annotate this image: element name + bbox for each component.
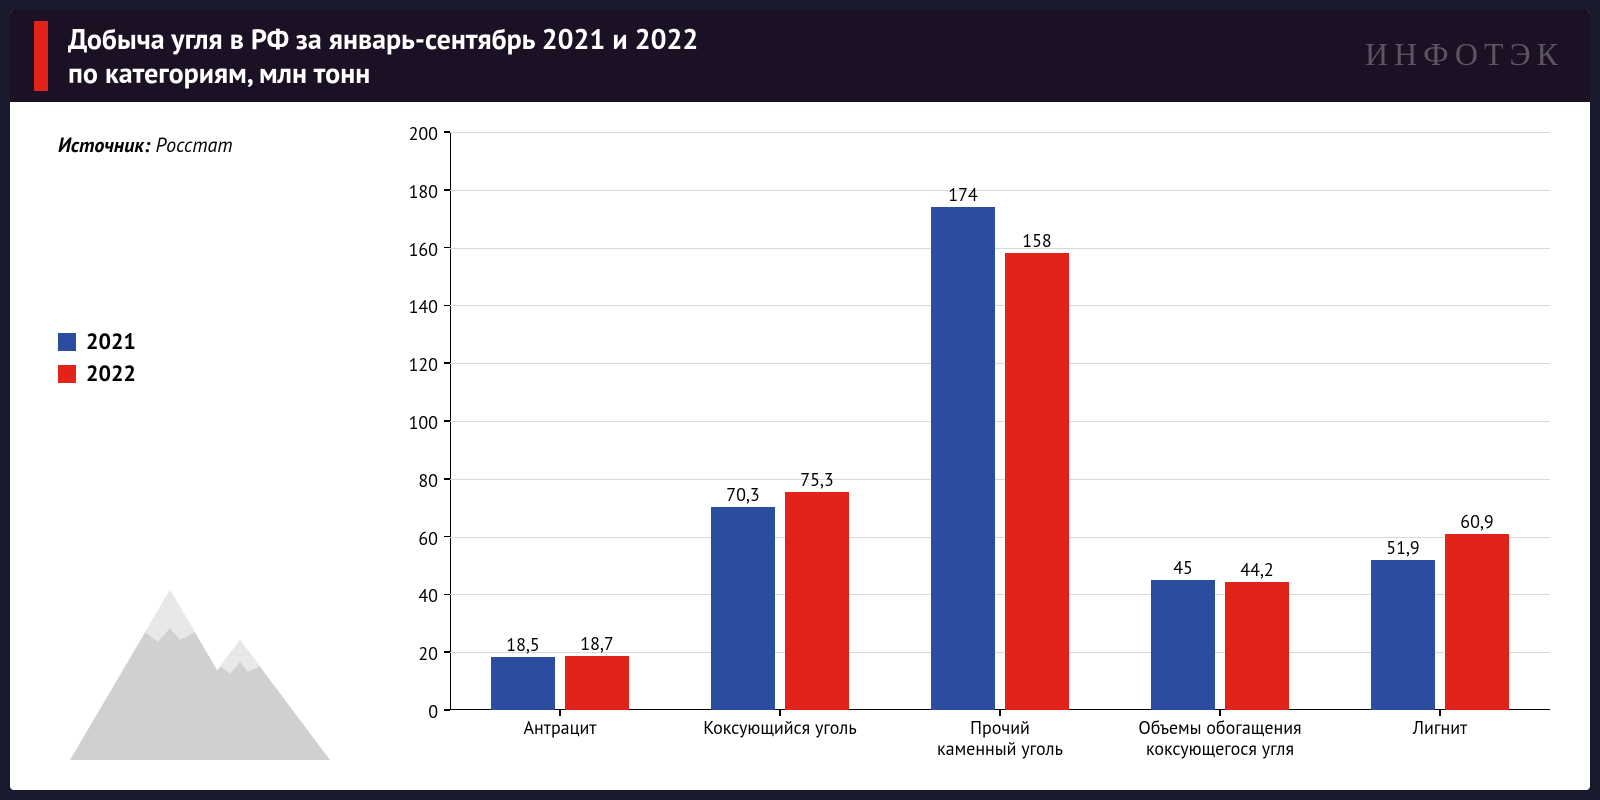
- bar-group: 18,518,7Антрацит: [491, 132, 629, 710]
- bar-value-label: 18,7: [580, 632, 613, 655]
- y-tick-label: 160: [409, 238, 438, 261]
- bar: 70,3: [711, 507, 775, 710]
- x-tick-label: Лигнит: [1413, 718, 1467, 739]
- bar-value-label: 45: [1173, 556, 1193, 579]
- bar: 44,2: [1225, 582, 1289, 710]
- outer-frame: Добыча угля в РФ за январь-сентябрь 2021…: [0, 0, 1600, 800]
- y-tick-label: 20: [418, 642, 438, 665]
- legend-item: 2021: [58, 328, 370, 356]
- brand-logo: ИНФОТЭК: [1365, 36, 1564, 73]
- mountain-icon: [40, 550, 340, 770]
- bar-value-label: 60,9: [1460, 510, 1493, 533]
- y-tick-label: 120: [409, 353, 438, 376]
- bar: 18,5: [491, 657, 555, 710]
- card: Добыча угля в РФ за январь-сентябрь 2021…: [10, 10, 1590, 790]
- bar-group: 4544,2Объемы обогащения коксующегося угл…: [1151, 132, 1289, 710]
- bar: 158: [1005, 253, 1069, 710]
- legend: 2021 2022: [58, 328, 370, 388]
- chart-body: Источник: Росстат 2021 2022: [10, 102, 1590, 790]
- bar: 75,3: [785, 492, 849, 710]
- bar: 51,9: [1371, 560, 1435, 710]
- y-tick-label: 140: [409, 295, 438, 318]
- bar: 45: [1151, 580, 1215, 710]
- legend-swatch-2021: [58, 333, 76, 351]
- y-tick-label: 80: [418, 469, 438, 492]
- bar-value-label: 75,3: [800, 468, 833, 491]
- source-label: Источник:: [58, 132, 150, 158]
- x-tick-label: Прочий каменный уголь: [937, 718, 1063, 759]
- legend-label: 2021: [86, 328, 136, 356]
- header: Добыча угля в РФ за январь-сентябрь 2021…: [10, 10, 1590, 102]
- bar-value-label: 44,2: [1240, 558, 1273, 581]
- bar-group: 51,960,9Лигнит: [1371, 132, 1509, 710]
- source-value: Росстат: [155, 132, 232, 158]
- y-tick-label: 40: [418, 584, 438, 607]
- plot-area: 02040608010012014016018020018,518,7Антра…: [450, 132, 1550, 710]
- y-tick-label: 60: [418, 527, 438, 550]
- bar-group: 70,375,3Коксующийся уголь: [711, 132, 849, 710]
- y-tick-label: 200: [409, 122, 438, 145]
- bar-value-label: 51,9: [1386, 536, 1419, 559]
- bar: 60,9: [1445, 534, 1509, 710]
- bar-value-label: 18,5: [506, 633, 539, 656]
- legend-item: 2022: [58, 360, 370, 388]
- source-line: Источник: Росстат: [58, 132, 370, 158]
- x-tick-label: Антрацит: [524, 718, 597, 739]
- chart-title: Добыча угля в РФ за январь-сентябрь 2021…: [68, 22, 698, 89]
- y-tick-label: 180: [409, 180, 438, 203]
- title-line-2: по категориям, млн тонн: [68, 56, 698, 90]
- bar-value-label: 174: [948, 183, 977, 206]
- legend-label: 2022: [86, 360, 136, 388]
- legend-swatch-2022: [58, 365, 76, 383]
- title-line-1: Добыча угля в РФ за январь-сентябрь 2021…: [68, 22, 698, 56]
- x-tick-label: Коксующийся уголь: [703, 718, 856, 739]
- bar-group: 174158Прочий каменный уголь: [931, 132, 1069, 710]
- bar: 18,7: [565, 656, 629, 710]
- side-panel: Источник: Росстат 2021 2022: [10, 102, 370, 790]
- bar-value-label: 70,3: [726, 483, 759, 506]
- y-tick-label: 0: [428, 700, 438, 723]
- y-tick-label: 100: [409, 411, 438, 434]
- chart-area: 02040608010012014016018020018,518,7Антра…: [370, 102, 1590, 790]
- header-accent-bar: [34, 21, 48, 91]
- bar-value-label: 158: [1022, 229, 1051, 252]
- bar: 174: [931, 207, 995, 710]
- x-tick-label: Объемы обогащения коксующегося угля: [1138, 718, 1301, 759]
